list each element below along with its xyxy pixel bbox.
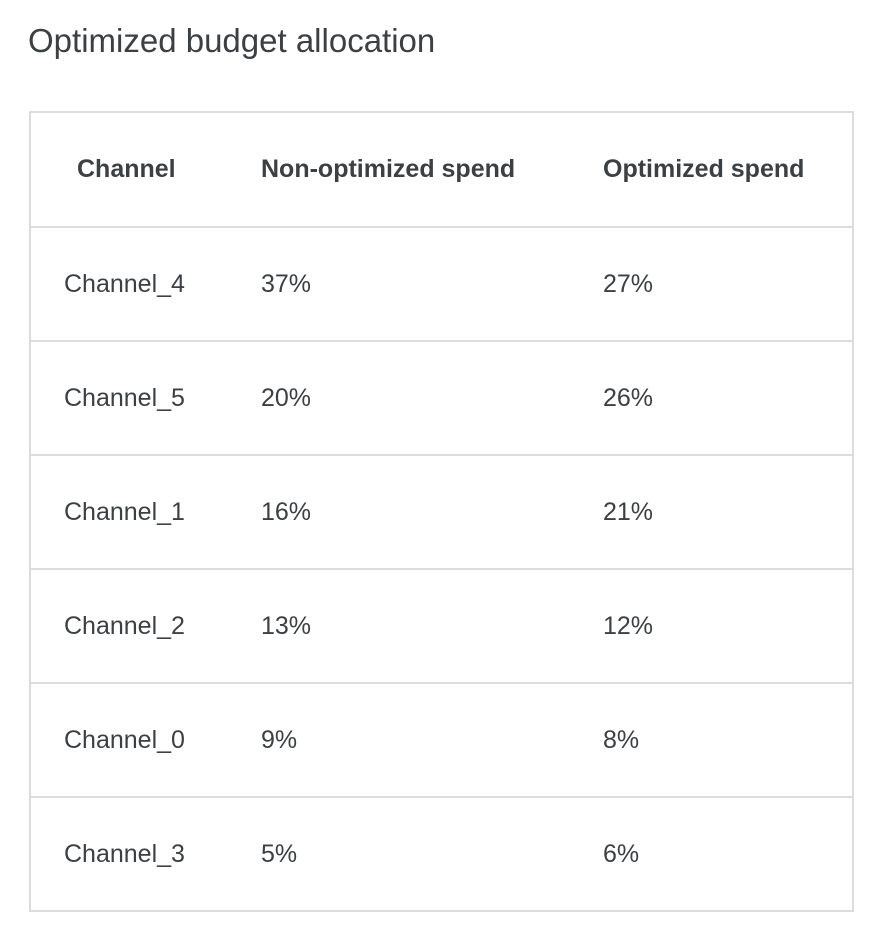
- cell-optimized-spend: 12%: [603, 569, 853, 684]
- column-header-optimized-spend: Optimized spend: [603, 112, 853, 228]
- table-row: Channel_2 13% 12%: [30, 569, 853, 684]
- column-header-channel: Channel: [30, 112, 261, 228]
- table-row: Channel_5 20% 26%: [30, 341, 853, 456]
- cell-optimized-spend: 21%: [603, 455, 853, 570]
- cell-non-optimized-spend: 20%: [261, 341, 603, 456]
- page-title: Optimized budget allocation: [28, 22, 436, 59]
- cell-non-optimized-spend: 37%: [261, 227, 603, 342]
- column-header-non-optimized-spend: Non-optimized spend: [261, 112, 603, 228]
- table-header-row: Channel Non-optimized spend Optimized sp…: [30, 112, 853, 228]
- budget-allocation-table: Channel Non-optimized spend Optimized sp…: [29, 111, 854, 912]
- cell-channel: Channel_4: [30, 227, 261, 342]
- cell-channel: Channel_2: [30, 569, 261, 684]
- cell-channel: Channel_1: [30, 455, 261, 570]
- table-row: Channel_3 5% 6%: [30, 797, 853, 912]
- cell-non-optimized-spend: 16%: [261, 455, 603, 570]
- cell-optimized-spend: 6%: [603, 797, 853, 912]
- cell-channel: Channel_0: [30, 683, 261, 798]
- cell-non-optimized-spend: 13%: [261, 569, 603, 684]
- cell-optimized-spend: 27%: [603, 227, 853, 342]
- cell-optimized-spend: 26%: [603, 341, 853, 456]
- cell-channel: Channel_3: [30, 797, 261, 912]
- table-row: Channel_4 37% 27%: [30, 227, 853, 342]
- cell-non-optimized-spend: 5%: [261, 797, 603, 912]
- cell-optimized-spend: 8%: [603, 683, 853, 798]
- table-row: Channel_0 9% 8%: [30, 683, 853, 798]
- cell-non-optimized-spend: 9%: [261, 683, 603, 798]
- table-row: Channel_1 16% 21%: [30, 455, 853, 570]
- cell-channel: Channel_5: [30, 341, 261, 456]
